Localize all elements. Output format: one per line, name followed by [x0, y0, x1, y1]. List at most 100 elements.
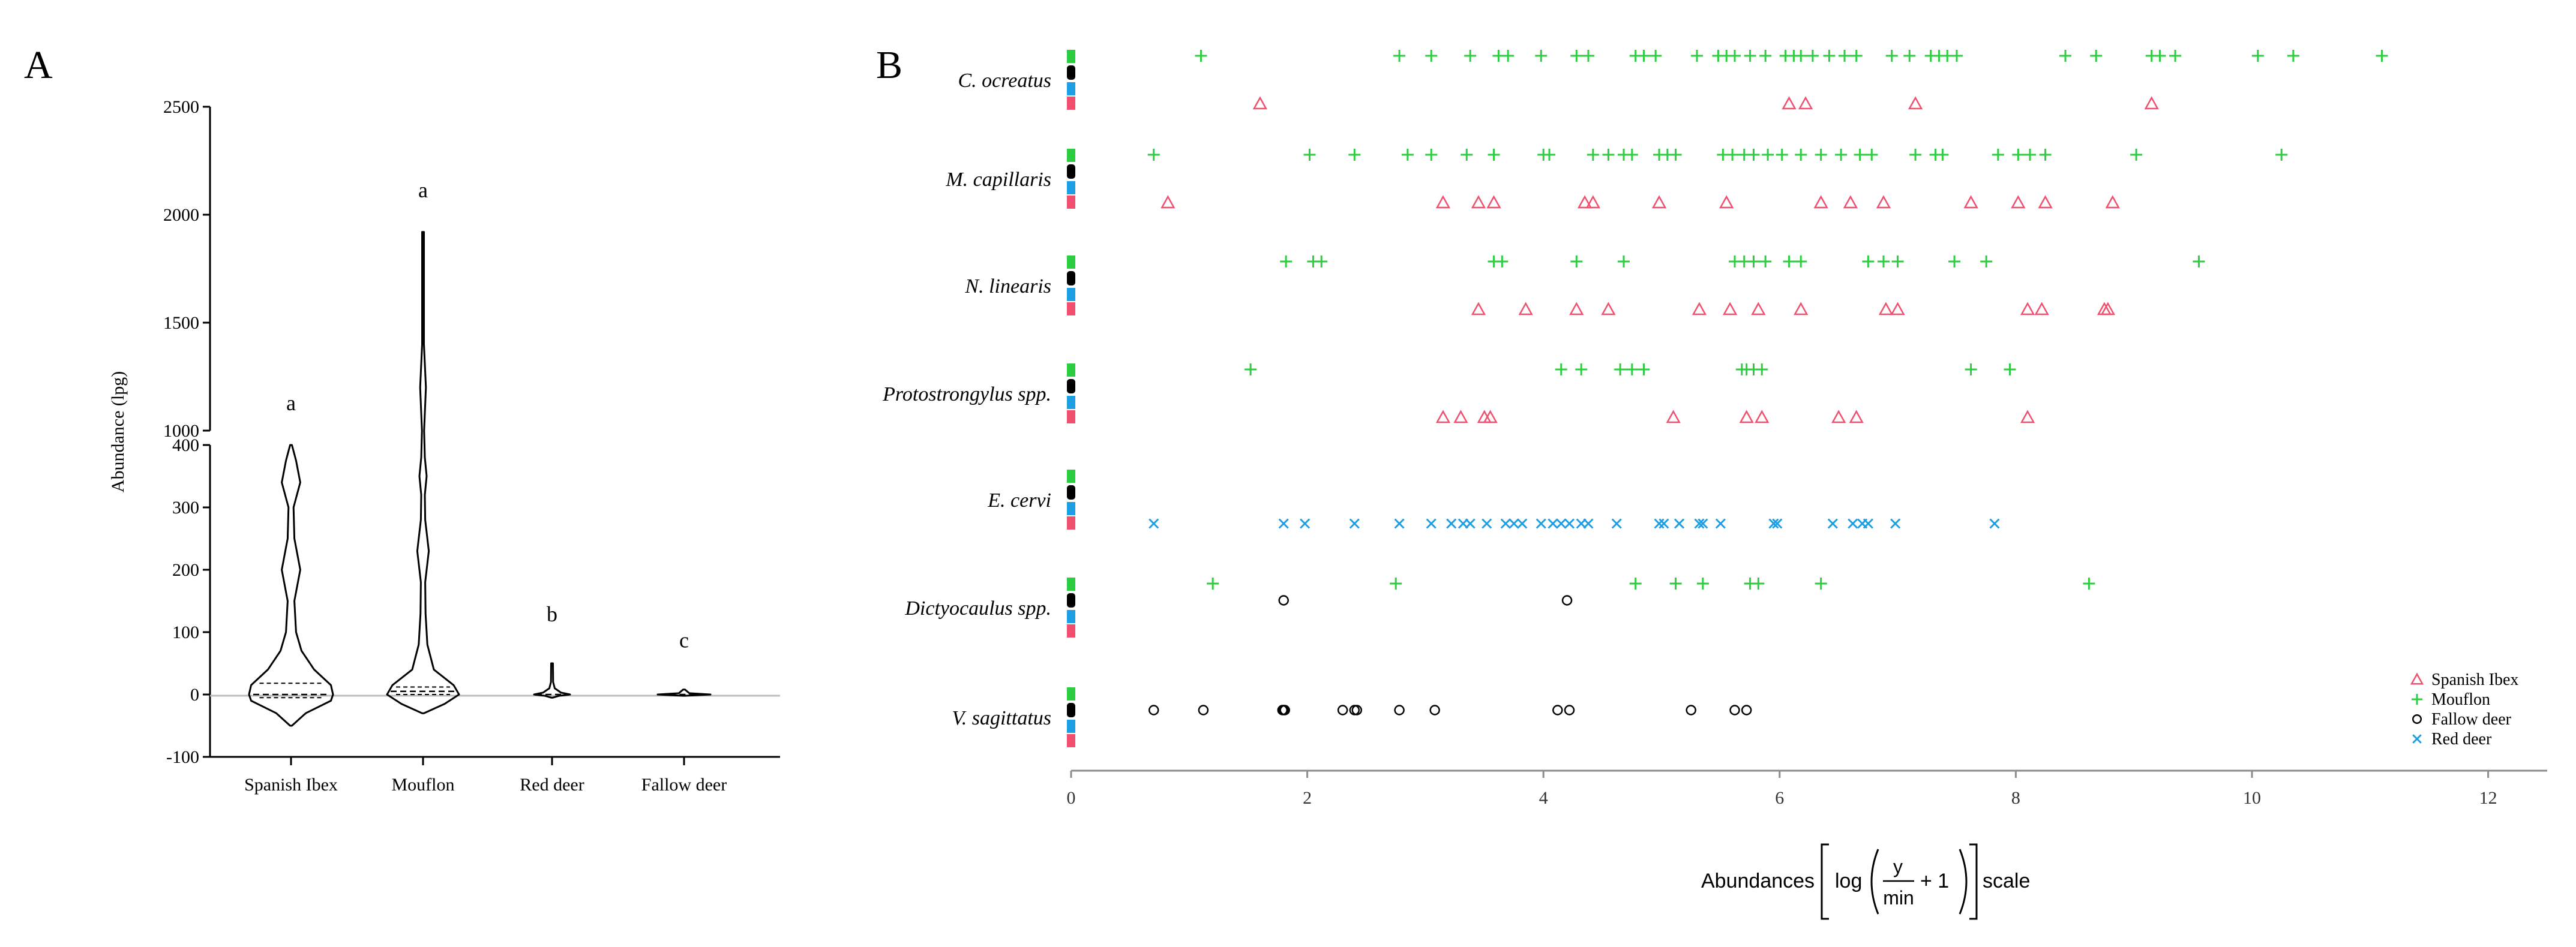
point-mouflon [1587, 149, 1599, 161]
violin-y-axis-label: Abundance (lpg) [108, 371, 128, 492]
point-mouflon [1555, 363, 1567, 375]
legend-label: Fallow deer [2431, 710, 2512, 729]
point-spanish-ibex [1794, 302, 1809, 315]
x-tick-label: 4 [1539, 788, 1548, 808]
point-fallow-deer [1729, 705, 1740, 715]
point-mouflon [1909, 149, 1922, 161]
point-mouflon [1762, 149, 1774, 161]
zero-stack-red-deer [1067, 502, 1075, 515]
panel-a-label: A [24, 43, 53, 87]
point-mouflon [2004, 363, 2016, 375]
point-spanish-ibex [1831, 410, 1846, 423]
point-spanish-ibex [1876, 195, 1891, 209]
point-spanish-ibex [1890, 302, 1905, 315]
point-mouflon [2039, 149, 2052, 161]
point-mouflon [1744, 50, 1756, 62]
point-mouflon [2090, 50, 2103, 62]
xlabel-prefix: Abundances [1701, 870, 1815, 892]
point-mouflon [1759, 255, 1772, 267]
y-tick-label: 0 [190, 685, 199, 705]
point-mouflon [1629, 578, 1642, 590]
point-red-deer [1426, 518, 1437, 529]
point-spanish-ibex [1252, 96, 1268, 110]
point-red-deer [1482, 518, 1492, 529]
point-mouflon [2012, 149, 2025, 161]
point-red-deer [1989, 518, 2000, 529]
point-red-deer [1349, 518, 1360, 529]
point-mouflon [1862, 255, 1875, 267]
x-tick-label: 0 [1067, 788, 1076, 808]
legend-label: Mouflon [2431, 690, 2490, 709]
point-mouflon [1759, 50, 1772, 62]
point-mouflon [1691, 50, 1704, 62]
point-spanish-ibex [1843, 195, 1858, 209]
point-fallow-deer [1561, 595, 1573, 606]
point-red-deer [1659, 518, 1669, 529]
xlabel-bracket-right [1969, 843, 1978, 920]
legend-marker [2412, 714, 2422, 724]
xlabel-suffix: + 1 [1920, 870, 1949, 892]
point-fallow-deer [1741, 705, 1752, 715]
point-spanish-ibex [2020, 410, 2035, 423]
point-mouflon [1570, 50, 1583, 62]
zero-stack-red-deer [1067, 288, 1075, 301]
point-mouflon [1839, 50, 1851, 62]
x-tick-label: 8 [2011, 788, 2020, 808]
zero-stack-fallow-deer [1067, 379, 1075, 393]
point-mouflon [1669, 578, 1682, 590]
point-mouflon [1496, 255, 1509, 267]
point-spanish-ibex [2020, 302, 2035, 315]
point-mouflon [1854, 149, 1866, 161]
zero-stack-red-deer [1067, 610, 1075, 623]
point-mouflon [1726, 149, 1739, 161]
point-red-deer [1890, 518, 1901, 529]
point-spanish-ibex [1963, 195, 1978, 209]
zero-stack-fallow-deer [1067, 593, 1075, 608]
group-label: M. capillaris [945, 169, 1051, 191]
y-tick-label: 2500 [163, 97, 199, 117]
point-spanish-ibex [1739, 410, 1754, 423]
point-mouflon [1390, 578, 1402, 590]
point-mouflon [1903, 50, 1916, 62]
point-mouflon [1669, 149, 1682, 161]
point-red-deer [1556, 518, 1567, 529]
zero-stack-mouflon [1067, 363, 1075, 377]
point-mouflon [1401, 149, 1414, 161]
point-mouflon [1948, 255, 1961, 267]
point-mouflon [1425, 50, 1438, 62]
point-red-deer [1564, 518, 1575, 529]
point-fallow-deer [1686, 705, 1696, 715]
point-spanish-ibex [1751, 302, 1766, 315]
point-spanish-ibex [2144, 96, 2159, 110]
zero-stack-spanish-ibex [1067, 196, 1075, 209]
point-spanish-ibex [1723, 302, 1738, 315]
significance-letter: b [547, 602, 557, 626]
y-tick-label: 2000 [163, 205, 199, 225]
point-mouflon [1806, 50, 1819, 62]
point-fallow-deer [1429, 705, 1440, 715]
zero-stack-mouflon [1067, 149, 1075, 162]
zero-stack-fallow-deer [1067, 703, 1075, 717]
point-spanish-ibex [1471, 195, 1486, 209]
point-mouflon [1776, 149, 1788, 161]
point-mouflon [1696, 578, 1709, 590]
xlabel-bracket-left [1821, 843, 1829, 920]
point-spanish-ibex [1585, 195, 1600, 209]
point-spanish-ibex [1518, 302, 1533, 315]
point-mouflon [1823, 50, 1836, 62]
point-red-deer [1654, 518, 1665, 529]
group-label: Protostrongylus spp. [882, 383, 1051, 405]
legend-marker [2410, 672, 2424, 685]
point-spanish-ibex [1651, 195, 1667, 209]
point-mouflon [1747, 255, 1760, 267]
point-red-deer [1548, 518, 1558, 529]
point-spanish-ibex [2011, 195, 2026, 209]
point-mouflon [1570, 255, 1583, 267]
point-mouflon [1891, 255, 1904, 267]
point-mouflon [2275, 149, 2288, 161]
point-mouflon [2287, 50, 2299, 62]
point-red-deer [1278, 518, 1289, 529]
y-tick-label: 1000 [163, 421, 199, 441]
